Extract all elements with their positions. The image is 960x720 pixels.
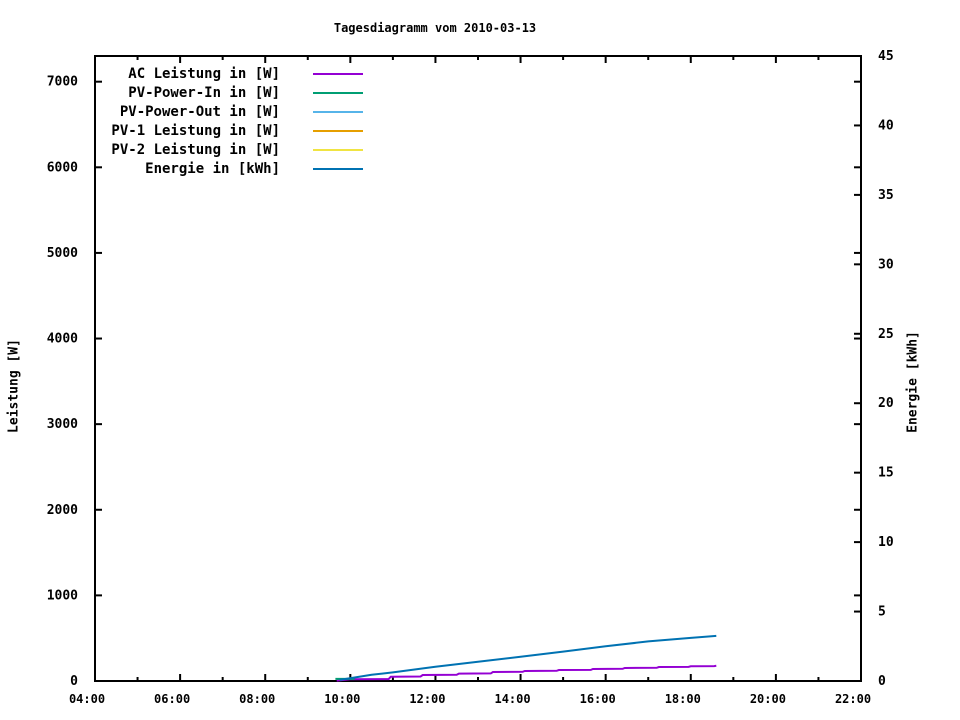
x-tick-label: 16:00 xyxy=(580,692,616,706)
y-tick-label: 4000 xyxy=(47,332,78,347)
x-tick-label: 04:00 xyxy=(69,692,105,706)
x-tick-label: 08:00 xyxy=(239,692,275,706)
x-tick-label: 12:00 xyxy=(409,692,445,706)
legend-line-swatch xyxy=(313,129,363,132)
y2-tick-label: 0 xyxy=(878,674,886,689)
y-tick-label: 0 xyxy=(70,674,78,689)
y2-tick-label: 15 xyxy=(878,466,894,481)
y-tick-label: 5000 xyxy=(47,246,78,261)
legend-item-pv2: PV-2 Leistung in [W] xyxy=(100,140,363,159)
legend-label: PV-Power-Out in [W] xyxy=(119,103,280,120)
legend: AC Leistung in [W] PV-Power-In in [W] PV… xyxy=(100,64,363,178)
legend-line-swatch xyxy=(313,91,363,94)
legend-line-swatch xyxy=(313,72,363,75)
y2-tick-label: 25 xyxy=(878,327,894,342)
x-tick-label: 18:00 xyxy=(665,692,701,706)
x-tick-label: 14:00 xyxy=(494,692,530,706)
legend-label: PV-2 Leistung in [W] xyxy=(111,141,280,158)
legend-label: PV-1 Leistung in [W] xyxy=(111,122,280,139)
y-tick-label: 3000 xyxy=(47,417,78,432)
legend-line-swatch xyxy=(313,110,363,113)
x-tick-label: 20:00 xyxy=(750,692,786,706)
y2-tick-label: 10 xyxy=(878,535,894,550)
legend-label: PV-Power-In in [W] xyxy=(128,84,280,101)
y2-tick-label: 35 xyxy=(878,188,894,203)
chart-title: Tagesdiagramm vom 2010-03-13 xyxy=(333,21,537,35)
y2-tick-label: 40 xyxy=(878,118,894,133)
legend-item-energie: Energie in [kWh] xyxy=(100,159,363,178)
legend-item-pv-power-in: PV-Power-In in [W] xyxy=(100,83,363,102)
legend-line-swatch xyxy=(313,148,363,151)
legend-item-ac: AC Leistung in [W] xyxy=(100,64,363,83)
x-tick-label: 10:00 xyxy=(324,692,360,706)
x-tick-label: 06:00 xyxy=(154,692,190,706)
y-tick-label: 7000 xyxy=(47,75,78,90)
legend-item-pv-power-out: PV-Power-Out in [W] xyxy=(100,102,363,121)
series-energie-in-kwh- xyxy=(339,634,717,681)
y2-tick-label: 5 xyxy=(878,605,886,620)
y-tick-label: 2000 xyxy=(47,503,78,518)
legend-line-swatch xyxy=(313,167,363,170)
y2-tick-label: 20 xyxy=(878,396,894,411)
y2-tick-label: 30 xyxy=(878,257,894,272)
y2-tick-label: 45 xyxy=(878,49,894,64)
legend-label: Energie in [kWh] xyxy=(145,160,280,177)
legend-label: AC Leistung in [W] xyxy=(128,65,280,82)
y-tick-label: 1000 xyxy=(47,588,78,603)
legend-item-pv1: PV-1 Leistung in [W] xyxy=(100,121,363,140)
y-tick-label: 6000 xyxy=(47,160,78,175)
x-tick-label: 22:00 xyxy=(835,692,871,706)
series-ac-leistung-in-w- xyxy=(336,664,717,682)
